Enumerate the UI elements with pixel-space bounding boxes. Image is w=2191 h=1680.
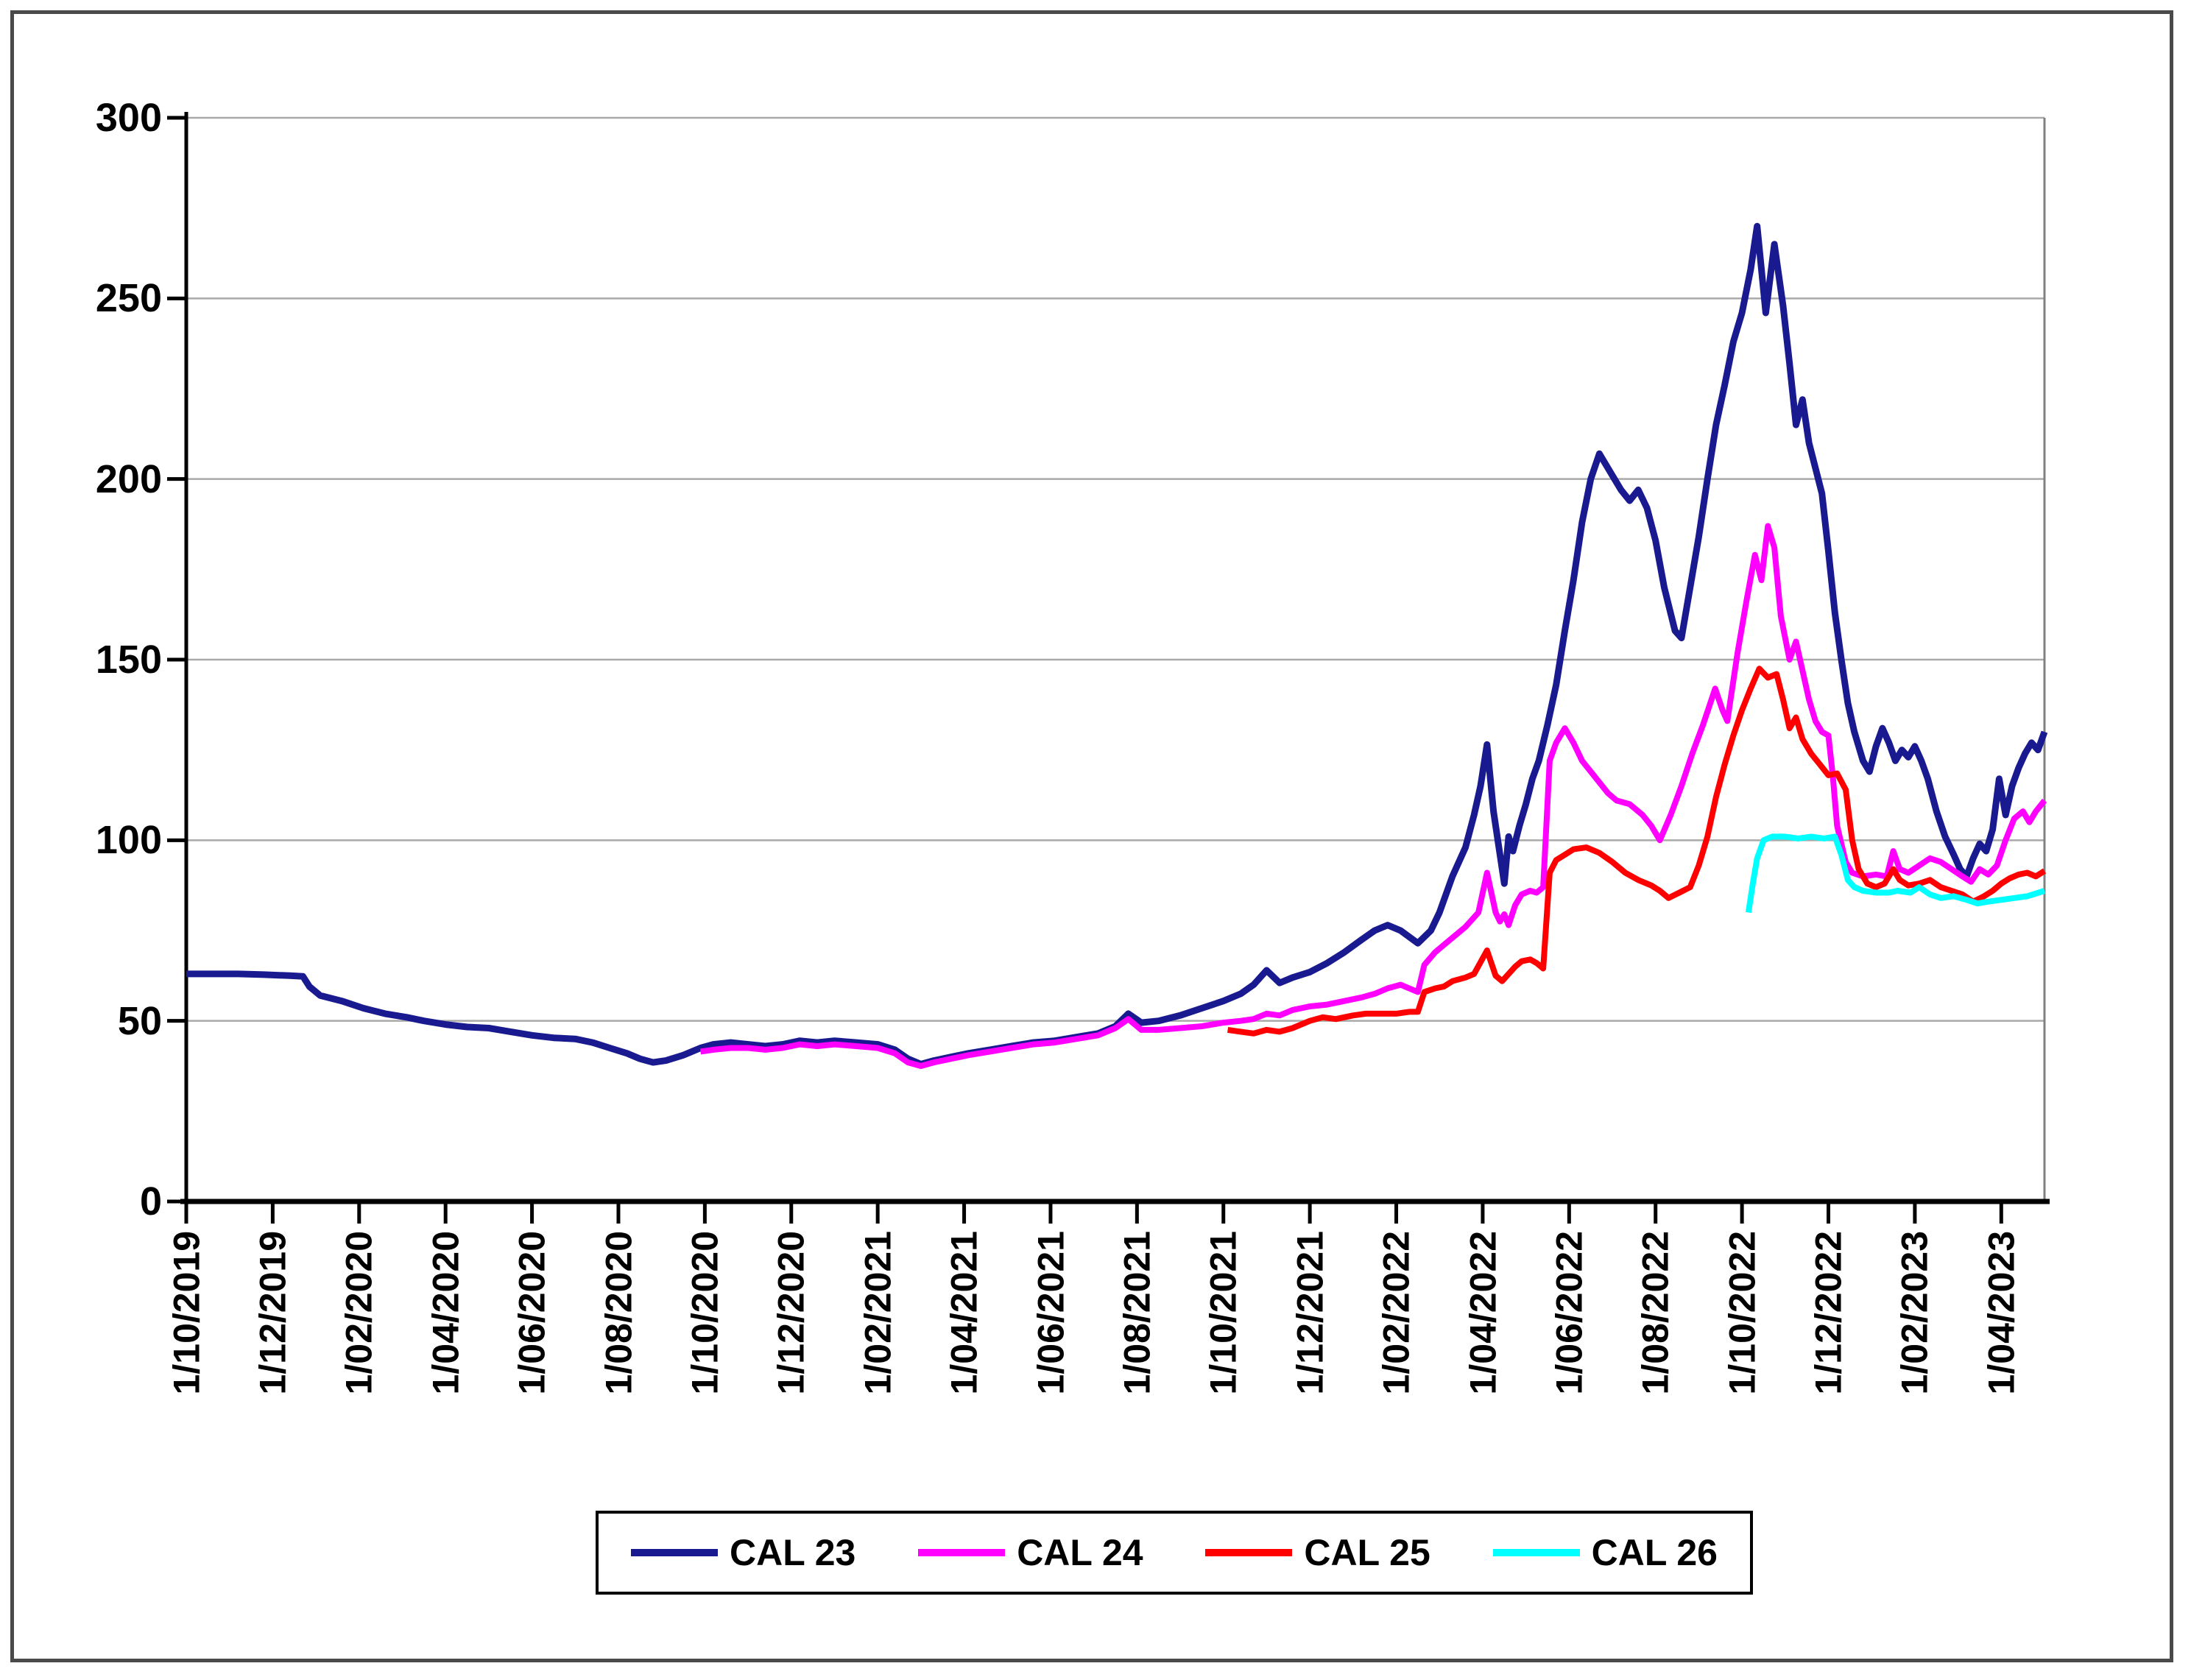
series-line-cal-25 — [1227, 666, 2047, 1037]
x-tick-label: 1/10/2021 — [1202, 1231, 1244, 1395]
x-tick-label: 1/10/2022 — [1721, 1231, 1763, 1395]
x-tick-label: 1/06/2021 — [1029, 1231, 1071, 1395]
x-tick-label: 1/02/2020 — [338, 1231, 380, 1395]
x-tick-label: 1/08/2020 — [597, 1231, 639, 1395]
x-tick-label: 1/04/2021 — [943, 1231, 985, 1395]
legend-label: CAL 25 — [1304, 1532, 1430, 1573]
x-tick-label: 1/12/2019 — [252, 1231, 294, 1395]
series-line-cal-23 — [186, 222, 2048, 1067]
legend-line-swatch — [1492, 1549, 1580, 1556]
legend-line-swatch — [918, 1549, 1006, 1556]
y-tick-label: 300 — [95, 96, 162, 140]
legend-label: CAL 23 — [730, 1532, 856, 1573]
legend-box: CAL 23 CAL 24 CAL 25 CAL 26 — [596, 1511, 1753, 1595]
x-tick-label: 1/08/2022 — [1634, 1231, 1676, 1395]
x-tick-label: 1/10/2020 — [684, 1231, 726, 1395]
legend-item: CAL 25 — [1205, 1531, 1430, 1574]
x-tick-label: 1/04/2022 — [1461, 1231, 1503, 1395]
x-tick-label: 1/06/2022 — [1548, 1231, 1590, 1395]
series-line-cal-26 — [1745, 833, 2046, 914]
legend-label: CAL 26 — [1591, 1532, 1718, 1573]
x-tick-label: 1/02/2022 — [1375, 1231, 1417, 1395]
x-tick-label: 1/06/2020 — [511, 1231, 553, 1395]
x-tick-label: 1/12/2020 — [770, 1231, 812, 1395]
y-tick-label: 0 — [139, 1179, 162, 1224]
x-tick-label: 1/08/2021 — [1116, 1231, 1158, 1395]
series-line-cal-24 — [699, 523, 2047, 1069]
y-tick-label: 200 — [95, 456, 162, 501]
legend-line-swatch — [1205, 1549, 1293, 1556]
x-tick-label: 1/12/2021 — [1289, 1231, 1331, 1395]
legend-line-swatch — [631, 1549, 718, 1556]
x-tick-label: 1/04/2023 — [1980, 1231, 2022, 1395]
legend-item: CAL 26 — [1492, 1531, 1718, 1574]
x-tick-label: 1/04/2020 — [425, 1231, 467, 1395]
y-tick-label: 250 — [95, 276, 162, 321]
legend-item: CAL 23 — [631, 1531, 855, 1574]
x-tick-label: 1/12/2022 — [1807, 1231, 1849, 1395]
y-tick-label: 150 — [95, 638, 162, 682]
x-tick-label: 1/10/2019 — [166, 1231, 207, 1395]
x-tick-label: 1/02/2021 — [857, 1231, 899, 1395]
legend-item: CAL 24 — [918, 1531, 1143, 1574]
y-tick-label: 50 — [117, 998, 162, 1043]
y-tick-label: 100 — [95, 818, 162, 863]
legend-label: CAL 24 — [1017, 1532, 1143, 1573]
x-tick-label: 1/02/2023 — [1894, 1231, 1936, 1395]
